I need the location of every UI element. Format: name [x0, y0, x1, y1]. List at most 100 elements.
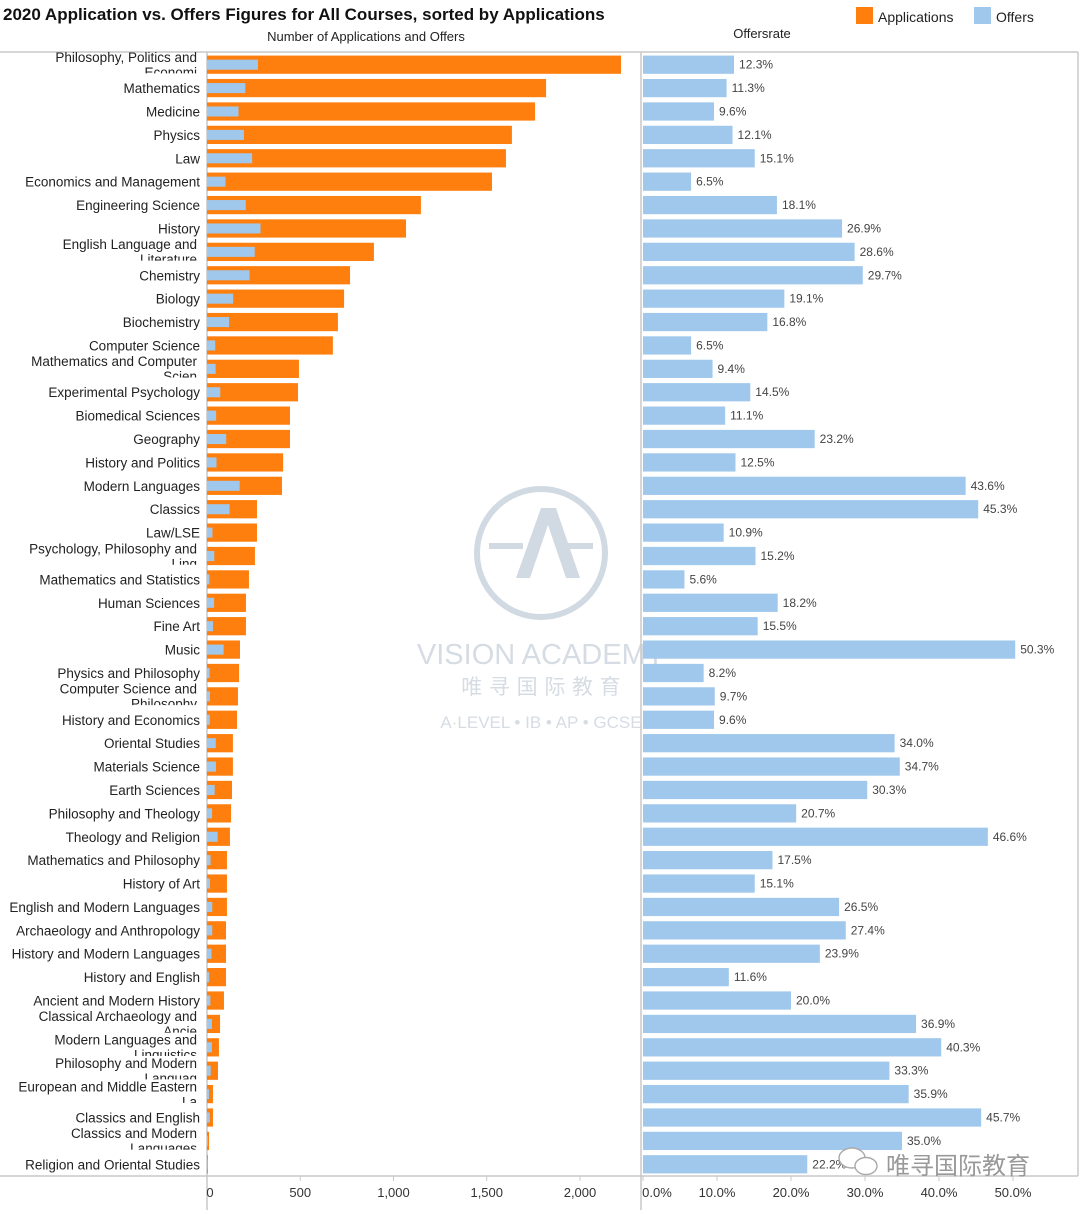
offers-bar — [207, 948, 212, 959]
offers-bar — [207, 83, 246, 94]
offer-rate-bar — [643, 195, 777, 215]
offers-bar — [207, 363, 216, 374]
offer-rate-bar — [643, 523, 724, 542]
offer-rate-label: 19.1% — [789, 292, 823, 306]
applications-bar — [207, 1061, 219, 1080]
offers-bar — [207, 1135, 208, 1146]
offer-rate-bar — [643, 991, 791, 1010]
offers-bar — [207, 1065, 211, 1076]
offer-rate-label: 14.5% — [755, 385, 789, 399]
offer-rate-bar — [643, 289, 785, 308]
applications-bar — [207, 55, 622, 74]
category-label: History and Politics — [85, 455, 200, 470]
offer-rate-label: 5.6% — [689, 572, 717, 586]
offer-rate-bar — [643, 617, 758, 636]
applications-bar — [207, 359, 299, 378]
offers-bar — [207, 644, 224, 655]
offer-rate-bar — [643, 968, 729, 987]
category-label-line: English Language and — [63, 237, 197, 252]
offer-rate-label: 6.5% — [696, 338, 724, 352]
offers-bar — [207, 270, 250, 281]
offer-rate-bar — [643, 593, 778, 612]
offers-bar — [207, 761, 216, 772]
vision-academy-logo-icon — [474, 486, 608, 620]
left-axis-tick-label: 1,000 — [377, 1185, 410, 1200]
category-label-line: La — [182, 1094, 198, 1109]
offers-bar — [207, 995, 211, 1006]
applications-bar — [207, 195, 421, 215]
category-label: Philosophy and Theology — [49, 806, 201, 821]
right-axis-tick-label: 0.0% — [642, 1185, 672, 1200]
offer-rate-label: 12.3% — [739, 58, 773, 72]
offers-bar — [207, 293, 234, 304]
offers-bar — [207, 504, 230, 515]
applications-bar — [207, 289, 345, 308]
offers-bar — [207, 691, 210, 702]
offer-rate-label: 20.7% — [801, 806, 835, 820]
applications-bar — [207, 383, 299, 402]
offer-rate-bar — [643, 1131, 902, 1151]
offer-rate-label: 34.7% — [905, 760, 939, 774]
offers-bar — [207, 176, 226, 187]
category-label-line: European and Middle Eastern — [18, 1079, 197, 1094]
offer-rate-label: 27.4% — [851, 923, 885, 937]
offer-rate-label: 15.1% — [760, 877, 794, 891]
right-axis-title: Offersrate — [733, 26, 791, 41]
offers-bar — [207, 200, 246, 211]
category-label-line: Literature — [140, 252, 197, 267]
offer-rate-bar — [643, 921, 846, 940]
category-label: History — [158, 221, 200, 236]
category-label: Medicine — [146, 104, 200, 119]
offer-rate-label: 9.7% — [720, 689, 748, 703]
offer-rate-label: 20.0% — [796, 994, 830, 1008]
offer-rate-label: 12.1% — [738, 128, 772, 142]
offer-rate-bar — [643, 851, 773, 870]
offers-bar — [207, 808, 213, 819]
category-label-line: Computer Science and — [60, 682, 197, 697]
applications-bar — [207, 874, 227, 893]
offer-rate-bar — [643, 546, 756, 566]
category-label: Materials Science — [93, 760, 200, 775]
category-label-line: Languag — [144, 1071, 197, 1086]
offers-bar — [207, 714, 210, 725]
offers-bar — [207, 972, 210, 983]
category-label-line: Mathematics and Computer — [31, 354, 197, 369]
offer-rate-bar — [643, 453, 736, 472]
category-label-line: Modern Languages and — [54, 1033, 197, 1048]
category-label: History of Art — [123, 877, 201, 892]
category-label: History and Economics — [62, 713, 200, 728]
right-axis-tick-label: 50.0% — [995, 1185, 1032, 1200]
category-label: Modern Languages — [84, 479, 201, 494]
category-label: History and Modern Languages — [12, 947, 201, 962]
offer-rate-label: 11.6% — [734, 970, 767, 984]
applications-bar — [207, 172, 492, 191]
offer-rate-bar — [643, 687, 715, 706]
offer-rate-bar — [643, 804, 797, 823]
applications-bar — [207, 804, 232, 823]
offer-rate-label: 9.6% — [719, 104, 747, 118]
offers-bar — [207, 1042, 212, 1053]
offer-rate-label: 12.5% — [741, 455, 775, 469]
category-labels: Philosophy, Politics andEconomiMathemati… — [9, 50, 200, 1172]
offer-rate-bar — [643, 1084, 909, 1104]
category-label-line: Psychology, Philosophy and — [29, 541, 197, 556]
offer-rate-label: 45.3% — [983, 502, 1017, 516]
legend: Applications Offers — [856, 7, 1034, 25]
left-axis-tick-label: 2,000 — [564, 1185, 597, 1200]
offers-bar — [207, 387, 221, 398]
offer-rate-bar — [643, 312, 768, 332]
category-label: Chemistry — [139, 268, 200, 283]
category-label: Fine Art — [153, 619, 200, 634]
offers-bar — [207, 527, 213, 538]
category-label: Computer Science — [89, 338, 200, 353]
offers-bar — [207, 1018, 212, 1029]
offer-rate-label: 50.3% — [1020, 643, 1054, 657]
wechat-icon — [838, 1147, 878, 1176]
category-label: Geography — [133, 432, 200, 447]
category-label-line: Classical Archaeology and — [39, 1009, 197, 1024]
offers-bar — [207, 784, 215, 795]
offer-rate-bar — [643, 663, 704, 683]
category-label: Engineering Science — [76, 198, 200, 213]
